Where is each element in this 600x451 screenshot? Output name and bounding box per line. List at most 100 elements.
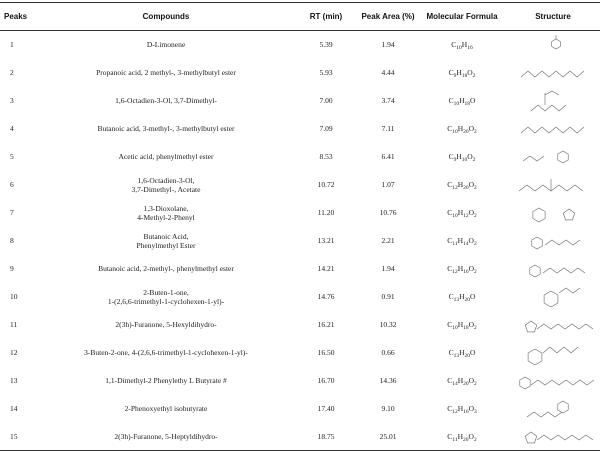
cell-formula: C10H20O2 bbox=[418, 115, 506, 143]
table-row: 6 1,6-Octadien-3-Ol, 3,7-Dimethyl-, Acetat… bbox=[0, 171, 600, 199]
header-rt: RT (min) bbox=[294, 2, 358, 31]
cell-peak-area: 6.41 bbox=[381, 152, 395, 161]
cell-formula: C11H20O2 bbox=[418, 422, 506, 451]
molecular-formula: C10H20O2 bbox=[447, 124, 477, 135]
cell-peak-area: 4.44 bbox=[381, 68, 395, 77]
cell-compound: Propanoic acid, 2 methyl-, 3-methylbutyl… bbox=[96, 68, 236, 77]
cell-structure bbox=[506, 227, 600, 255]
cell-rt: 14.76 bbox=[317, 292, 335, 301]
cell-rt: 16.70 bbox=[317, 376, 335, 385]
molecular-formula: C10H18O2 bbox=[447, 320, 477, 331]
cell-rt: 5.93 bbox=[319, 68, 333, 77]
cell-structure bbox=[506, 171, 600, 199]
compound-name-line: 1-(2,6,6-trimethyl-1-cyclohexen-1-yl)- bbox=[107, 296, 225, 306]
table-row: 4 Butanoic acid, 3-methyl-, 3-methylbutyl… bbox=[0, 115, 600, 143]
cell-compound: 2-Buten-1-one, 1-(2,6,6-trimethyl-1-cyclo… bbox=[38, 283, 294, 311]
cell-formula: C9H18O2 bbox=[418, 59, 506, 87]
cell-rt: 7.00 bbox=[319, 96, 333, 105]
cell-structure bbox=[506, 255, 600, 283]
molecular-formula: C9H10O2 bbox=[448, 152, 476, 163]
compound-name-line: 4-Methyl-2-Phenyl bbox=[137, 212, 195, 222]
cell-peak: 13 bbox=[10, 376, 18, 385]
cell-compound: Butanoic acid, 3-methyl-, 3-methylbutyl … bbox=[97, 124, 235, 133]
cell-structure bbox=[506, 87, 600, 115]
header-peaks: Peaks bbox=[0, 2, 38, 31]
molecular-formula: C11H20O2 bbox=[447, 431, 477, 443]
cell-rt: 5.39 bbox=[319, 40, 333, 50]
cell-structure bbox=[506, 143, 600, 171]
dioxolane-structure-icon bbox=[532, 207, 576, 222]
cell-peak-area: 3.74 bbox=[381, 96, 395, 105]
cell-peak: 15 bbox=[0, 422, 38, 451]
linalyl-acetate-structure-icon bbox=[518, 178, 584, 191]
cell-formula: C10H12O2 bbox=[418, 199, 506, 227]
molecular-formula: C10H12O2 bbox=[447, 208, 477, 219]
linalool-structure-icon bbox=[530, 90, 567, 111]
table-row: 2 Propanoic acid, 2 methyl-, 3-methylbuty… bbox=[0, 59, 600, 87]
molecular-formula: C14H20O2 bbox=[447, 376, 477, 387]
cell-structure bbox=[506, 31, 600, 59]
cell-structure bbox=[506, 367, 600, 395]
ester-structure-icon bbox=[520, 70, 585, 77]
cell-compound: 2-Phenoxyethyl isobutyrate bbox=[124, 404, 208, 413]
cell-peak-area: 2.21 bbox=[381, 236, 395, 245]
cell-rt: 11.20 bbox=[317, 208, 335, 217]
cell-formula: C12H16O3 bbox=[418, 395, 506, 423]
cell-peak: 6 bbox=[10, 180, 14, 189]
molecular-formula: C12H16O3 bbox=[447, 404, 477, 415]
cell-compound: Butanoic acid, 2-methyl-, phenylmethyl e… bbox=[98, 264, 234, 273]
cell-compound: Butanoic Acid, Phenylmethyl Ester bbox=[38, 227, 294, 255]
cell-rt: 17.40 bbox=[317, 404, 335, 413]
cell-peak-area: 14.36 bbox=[379, 376, 397, 385]
cell-peak-area: 1.94 bbox=[381, 40, 395, 50]
molecular-formula: C12H16O2 bbox=[447, 264, 477, 275]
lactone-structure-icon bbox=[524, 320, 594, 332]
cell-structure bbox=[506, 422, 600, 451]
cell-structure bbox=[506, 283, 600, 311]
benzyl-ester-structure-icon bbox=[529, 264, 586, 277]
cell-structure bbox=[506, 115, 600, 143]
molecular-formula: C13H20O bbox=[448, 292, 476, 303]
cell-structure bbox=[506, 339, 600, 367]
table-row: 1 D-Limonene 5.39 1.94 C10H16 bbox=[0, 31, 600, 59]
table-row: 14 2-Phenoxyethyl isobutyrate 17.40 9.10 C12… bbox=[0, 395, 600, 423]
cell-formula: C14H20O2 bbox=[418, 367, 506, 395]
table-row: 13 1,1-Dimethyl-2 Phenylethy L Butyrate #… bbox=[0, 367, 600, 395]
cell-peak: 11 bbox=[10, 320, 18, 329]
compound-name-line: Butanoic Acid, bbox=[143, 231, 189, 241]
cell-peak: 14 bbox=[10, 404, 18, 413]
cell-peak: 5 bbox=[10, 152, 14, 161]
header-area: Peak Area (%) bbox=[358, 2, 418, 31]
cell-peak-area: 25.01 bbox=[358, 422, 418, 451]
cell-peak-area: 7.11 bbox=[381, 124, 395, 133]
cell-compound: 1,1-Dimethyl-2 Phenylethy L Butyrate # bbox=[105, 376, 227, 385]
table-body: 1 D-Limonene 5.39 1.94 C10H16 2 Propanoic acid… bbox=[0, 31, 600, 451]
header-compounds: Compounds bbox=[38, 2, 294, 31]
cell-rt: 8.53 bbox=[319, 152, 333, 161]
limonene-structure-icon bbox=[551, 34, 561, 50]
compound-name-line: 2-Buten-1-one, bbox=[143, 287, 189, 297]
cell-compound: 2(3h)-Furanone, 5-Hexyldihydro- bbox=[115, 320, 217, 329]
cell-rt: 14.21 bbox=[317, 264, 335, 273]
cell-peak-area: 0.91 bbox=[381, 292, 395, 301]
compound-name-line: Phenylmethyl Ester bbox=[136, 240, 196, 250]
table-row: 8 Butanoic Acid, Phenylmethyl Ester 13.21 2.… bbox=[0, 227, 600, 255]
cell-formula: C11H14O2 bbox=[418, 227, 506, 255]
cell-rt: 16.21 bbox=[317, 320, 335, 329]
table-row: 12 3-Buten-2-one, 4-(2,6,6-trimethyl-1-cy… bbox=[0, 339, 600, 367]
cell-structure bbox=[506, 395, 600, 423]
cell-rt: 10.72 bbox=[317, 180, 335, 189]
cell-compound: 1,6-Octadien-3-Ol, 3,7-Dimethyl-, Acetate bbox=[38, 171, 294, 199]
cell-formula: C10H18O2 bbox=[418, 311, 506, 339]
cell-formula: C10H18O bbox=[418, 87, 506, 115]
molecular-formula: C10H16 bbox=[451, 40, 473, 52]
cell-rt: 7.09 bbox=[319, 124, 333, 133]
cell-formula: C13H20O bbox=[418, 283, 506, 311]
cell-peak: 8 bbox=[10, 236, 14, 245]
cell-formula: C13H20O bbox=[418, 339, 506, 367]
benzyl-butyrate-structure-icon bbox=[531, 236, 581, 249]
table-row: 5 Acetic acid, phenylmethyl ester 8.53 6.41… bbox=[0, 143, 600, 171]
table-row: 7 1,3-Dioxolane, 4-Methyl-2-Phenyl 11.20 10.… bbox=[0, 199, 600, 227]
cell-compound: D-Limonene bbox=[146, 40, 186, 50]
